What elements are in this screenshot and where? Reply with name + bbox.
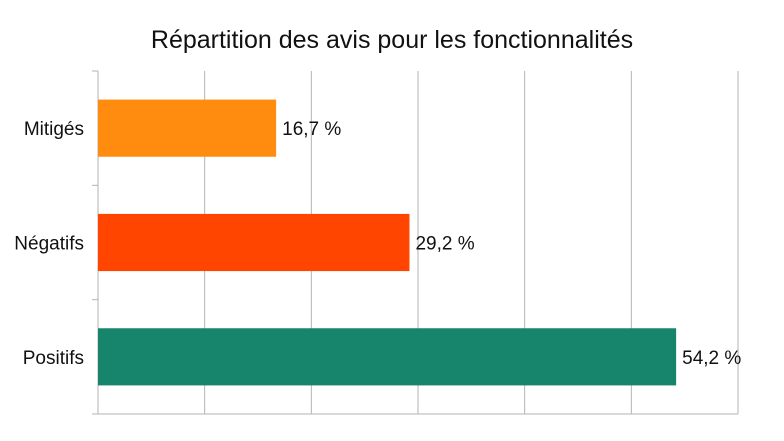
category-label: Mitigés — [24, 119, 84, 140]
bar-3 — [98, 328, 677, 386]
data-label: 54,2 % — [682, 348, 741, 369]
chart-title: Répartition des avis pour les fonctionna… — [150, 26, 634, 54]
category-label: Positifs — [23, 348, 84, 369]
bar-1 — [98, 99, 277, 157]
data-label: 16,7 % — [282, 119, 341, 140]
data-label: 29,2 % — [415, 234, 474, 255]
category-label: Négatifs — [14, 234, 84, 255]
bar-2 — [98, 213, 410, 272]
